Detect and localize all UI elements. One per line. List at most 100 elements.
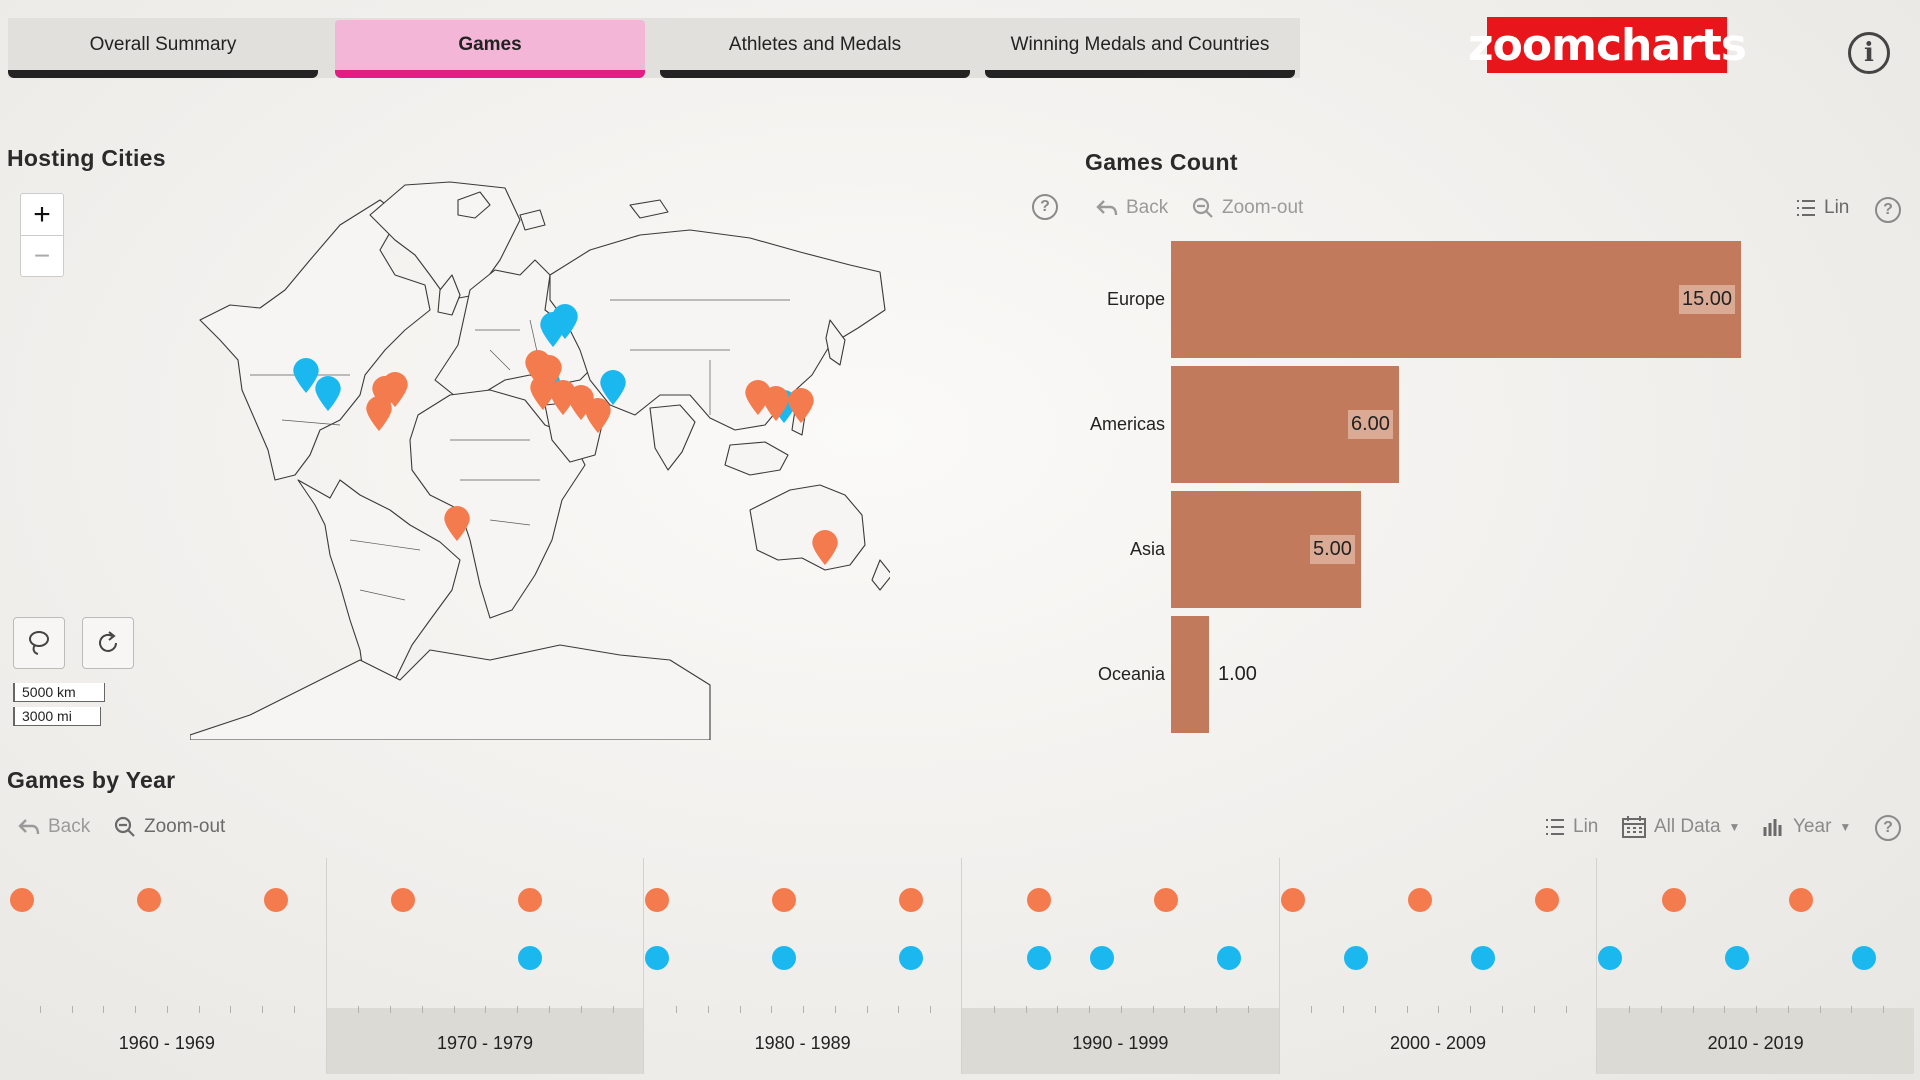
philippines-landmass: [791, 409, 806, 436]
decade-label: 2000 - 2009: [1389, 1033, 1487, 1053]
year-tick: [1533, 1006, 1535, 1013]
scale-mi: 3000 mi: [13, 707, 101, 726]
winter-games-dot[interactable]: [1598, 946, 1623, 970]
summer-games-dot[interactable]: [772, 888, 797, 912]
magnifier-icon: [1192, 197, 1213, 218]
year-tick: [1629, 1006, 1631, 1013]
year-tick: [1247, 1006, 1249, 1013]
games-by-year-zoom-out-button[interactable]: Zoom-out: [114, 816, 225, 838]
summer-games-dot[interactable]: [264, 888, 289, 912]
year-tick: [1692, 1006, 1694, 1013]
logo-text: zoomcharts: [1468, 19, 1747, 71]
games-count-back-button[interactable]: Back: [1096, 197, 1168, 219]
time-range-dropdown[interactable]: All Data ▼: [1622, 816, 1740, 838]
winter-games-dot[interactable]: [518, 946, 543, 970]
year-tick: [1438, 1006, 1440, 1013]
year-tick: [1089, 1006, 1091, 1013]
decade-label: 1990 - 1999: [1072, 1033, 1169, 1053]
decade-column[interactable]: 1990 - 1999: [961, 858, 1279, 1074]
summer-games-dot[interactable]: [1407, 888, 1432, 912]
year-tick: [1724, 1006, 1726, 1013]
games-count-help-icon[interactable]: ?: [1875, 197, 1901, 223]
decade-column[interactable]: 1970 - 1979: [325, 858, 644, 1074]
summer-games-dot[interactable]: [1280, 888, 1305, 912]
chevron-down-icon: ▼: [1728, 820, 1741, 834]
games-count-zoom-out-button[interactable]: Zoom-out: [1192, 197, 1303, 219]
summer-games-dot[interactable]: [1661, 888, 1686, 912]
decade-label: 2010 - 2019: [1707, 1033, 1804, 1053]
year-tick: [930, 1006, 932, 1013]
year-tick: [39, 1006, 41, 1013]
summer-games-dot[interactable]: [137, 888, 162, 912]
zoom-out-button[interactable]: −: [21, 235, 63, 276]
tab-winning-medals-and-countries[interactable]: Winning Medals and Countries: [985, 20, 1295, 78]
zoomcharts-logo: zoomcharts: [1468, 17, 1747, 73]
bar-chart-icon: [1763, 819, 1782, 836]
range-label: All Data: [1654, 816, 1721, 837]
year-tick: [1120, 1006, 1122, 1013]
decade-column[interactable]: 2010 - 2019: [1596, 858, 1914, 1074]
time-period-dropdown[interactable]: Year ▼: [1763, 816, 1851, 838]
games-by-year-title: Games by Year: [7, 767, 176, 793]
year-tick: [453, 1006, 455, 1013]
arctic-island-2: [629, 199, 669, 219]
decade-band: [326, 1008, 644, 1074]
tab-overall-summary[interactable]: Overall Summary: [8, 20, 318, 78]
decade-column[interactable]: 1960 - 1969: [8, 858, 326, 1074]
games-by-year-back-button[interactable]: Back: [18, 816, 90, 838]
games-count-scale-toggle[interactable]: Lin: [1796, 197, 1849, 219]
summer-games-dot[interactable]: [899, 888, 924, 912]
back-label: Back: [48, 816, 91, 837]
scale-km: 5000 km: [13, 683, 105, 702]
zoom-out-label: Zoom-out: [1222, 197, 1304, 218]
year-tick: [676, 1006, 678, 1013]
bar-europe[interactable]: [1171, 241, 1741, 358]
zoom-out-label: Zoom-out: [144, 816, 226, 837]
winter-games-dot[interactable]: [645, 946, 670, 970]
winter-games-dot[interactable]: [1344, 946, 1369, 970]
year-tick: [1374, 1006, 1376, 1013]
summer-games-dot[interactable]: [1026, 888, 1051, 912]
winter-games-dot[interactable]: [1026, 946, 1051, 970]
tab-games[interactable]: Games: [335, 20, 645, 78]
back-arrow-icon: [18, 819, 40, 835]
bar-value-label: 15.00: [1679, 284, 1736, 314]
games-count-help-left-icon[interactable]: ?: [1032, 194, 1058, 220]
decade-band: [962, 1008, 1279, 1074]
world-map[interactable]: [190, 180, 890, 740]
year-tick: [1883, 1006, 1885, 1013]
reset-map-button[interactable]: [82, 617, 134, 669]
games-by-year-timeline[interactable]: 1960 - 1969 1970 - 1979 1980 - 1989 1990 - …: [8, 858, 1914, 1080]
north-america-landmass: [199, 199, 431, 481]
decade-column[interactable]: 2000 - 2009: [1278, 858, 1597, 1074]
decade-label: 1970 - 1979: [436, 1033, 534, 1053]
summer-games-dot[interactable]: [1534, 888, 1559, 912]
winter-games-dot[interactable]: [899, 946, 924, 970]
year-tick: [771, 1006, 773, 1013]
summer-games-dot[interactable]: [391, 888, 416, 912]
australia-landmass: [749, 484, 866, 571]
bar-value-label: 5.00: [1310, 534, 1355, 564]
year-tick: [1152, 1006, 1154, 1013]
winter-games-dot[interactable]: [1090, 946, 1115, 970]
winter-games-dot[interactable]: [772, 946, 797, 970]
summer-games-dot[interactable]: [645, 888, 670, 912]
year-tick: [485, 1006, 487, 1013]
tab-athletes-and-medals[interactable]: Athletes and Medals: [660, 20, 970, 78]
summer-games-dot[interactable]: [518, 888, 543, 912]
summer-games-dot[interactable]: [1788, 888, 1813, 912]
zoom-in-button[interactable]: +: [33, 197, 51, 231]
winter-games-dot[interactable]: [1852, 946, 1877, 970]
year-tick: [1470, 1006, 1472, 1013]
summer-games-dot[interactable]: [10, 888, 34, 912]
bar-oceania[interactable]: [1171, 616, 1209, 733]
winter-games-dot[interactable]: [1725, 946, 1750, 970]
games-by-year-help-icon[interactable]: ?: [1875, 815, 1901, 841]
info-icon[interactable]: i: [1848, 32, 1890, 74]
lasso-select-button[interactable]: [13, 617, 65, 669]
decade-column[interactable]: 1980 - 1989: [643, 858, 961, 1074]
winter-games-dot[interactable]: [1471, 946, 1496, 970]
winter-games-dot[interactable]: [1217, 946, 1242, 970]
summer-games-dot[interactable]: [1153, 888, 1178, 912]
games-by-year-scale-toggle[interactable]: Lin: [1545, 816, 1598, 838]
